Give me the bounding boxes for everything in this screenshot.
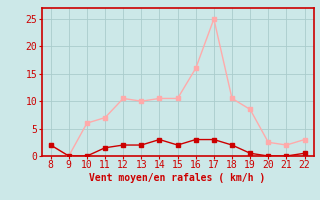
X-axis label: Vent moyen/en rafales ( km/h ): Vent moyen/en rafales ( km/h ): [90, 173, 266, 183]
